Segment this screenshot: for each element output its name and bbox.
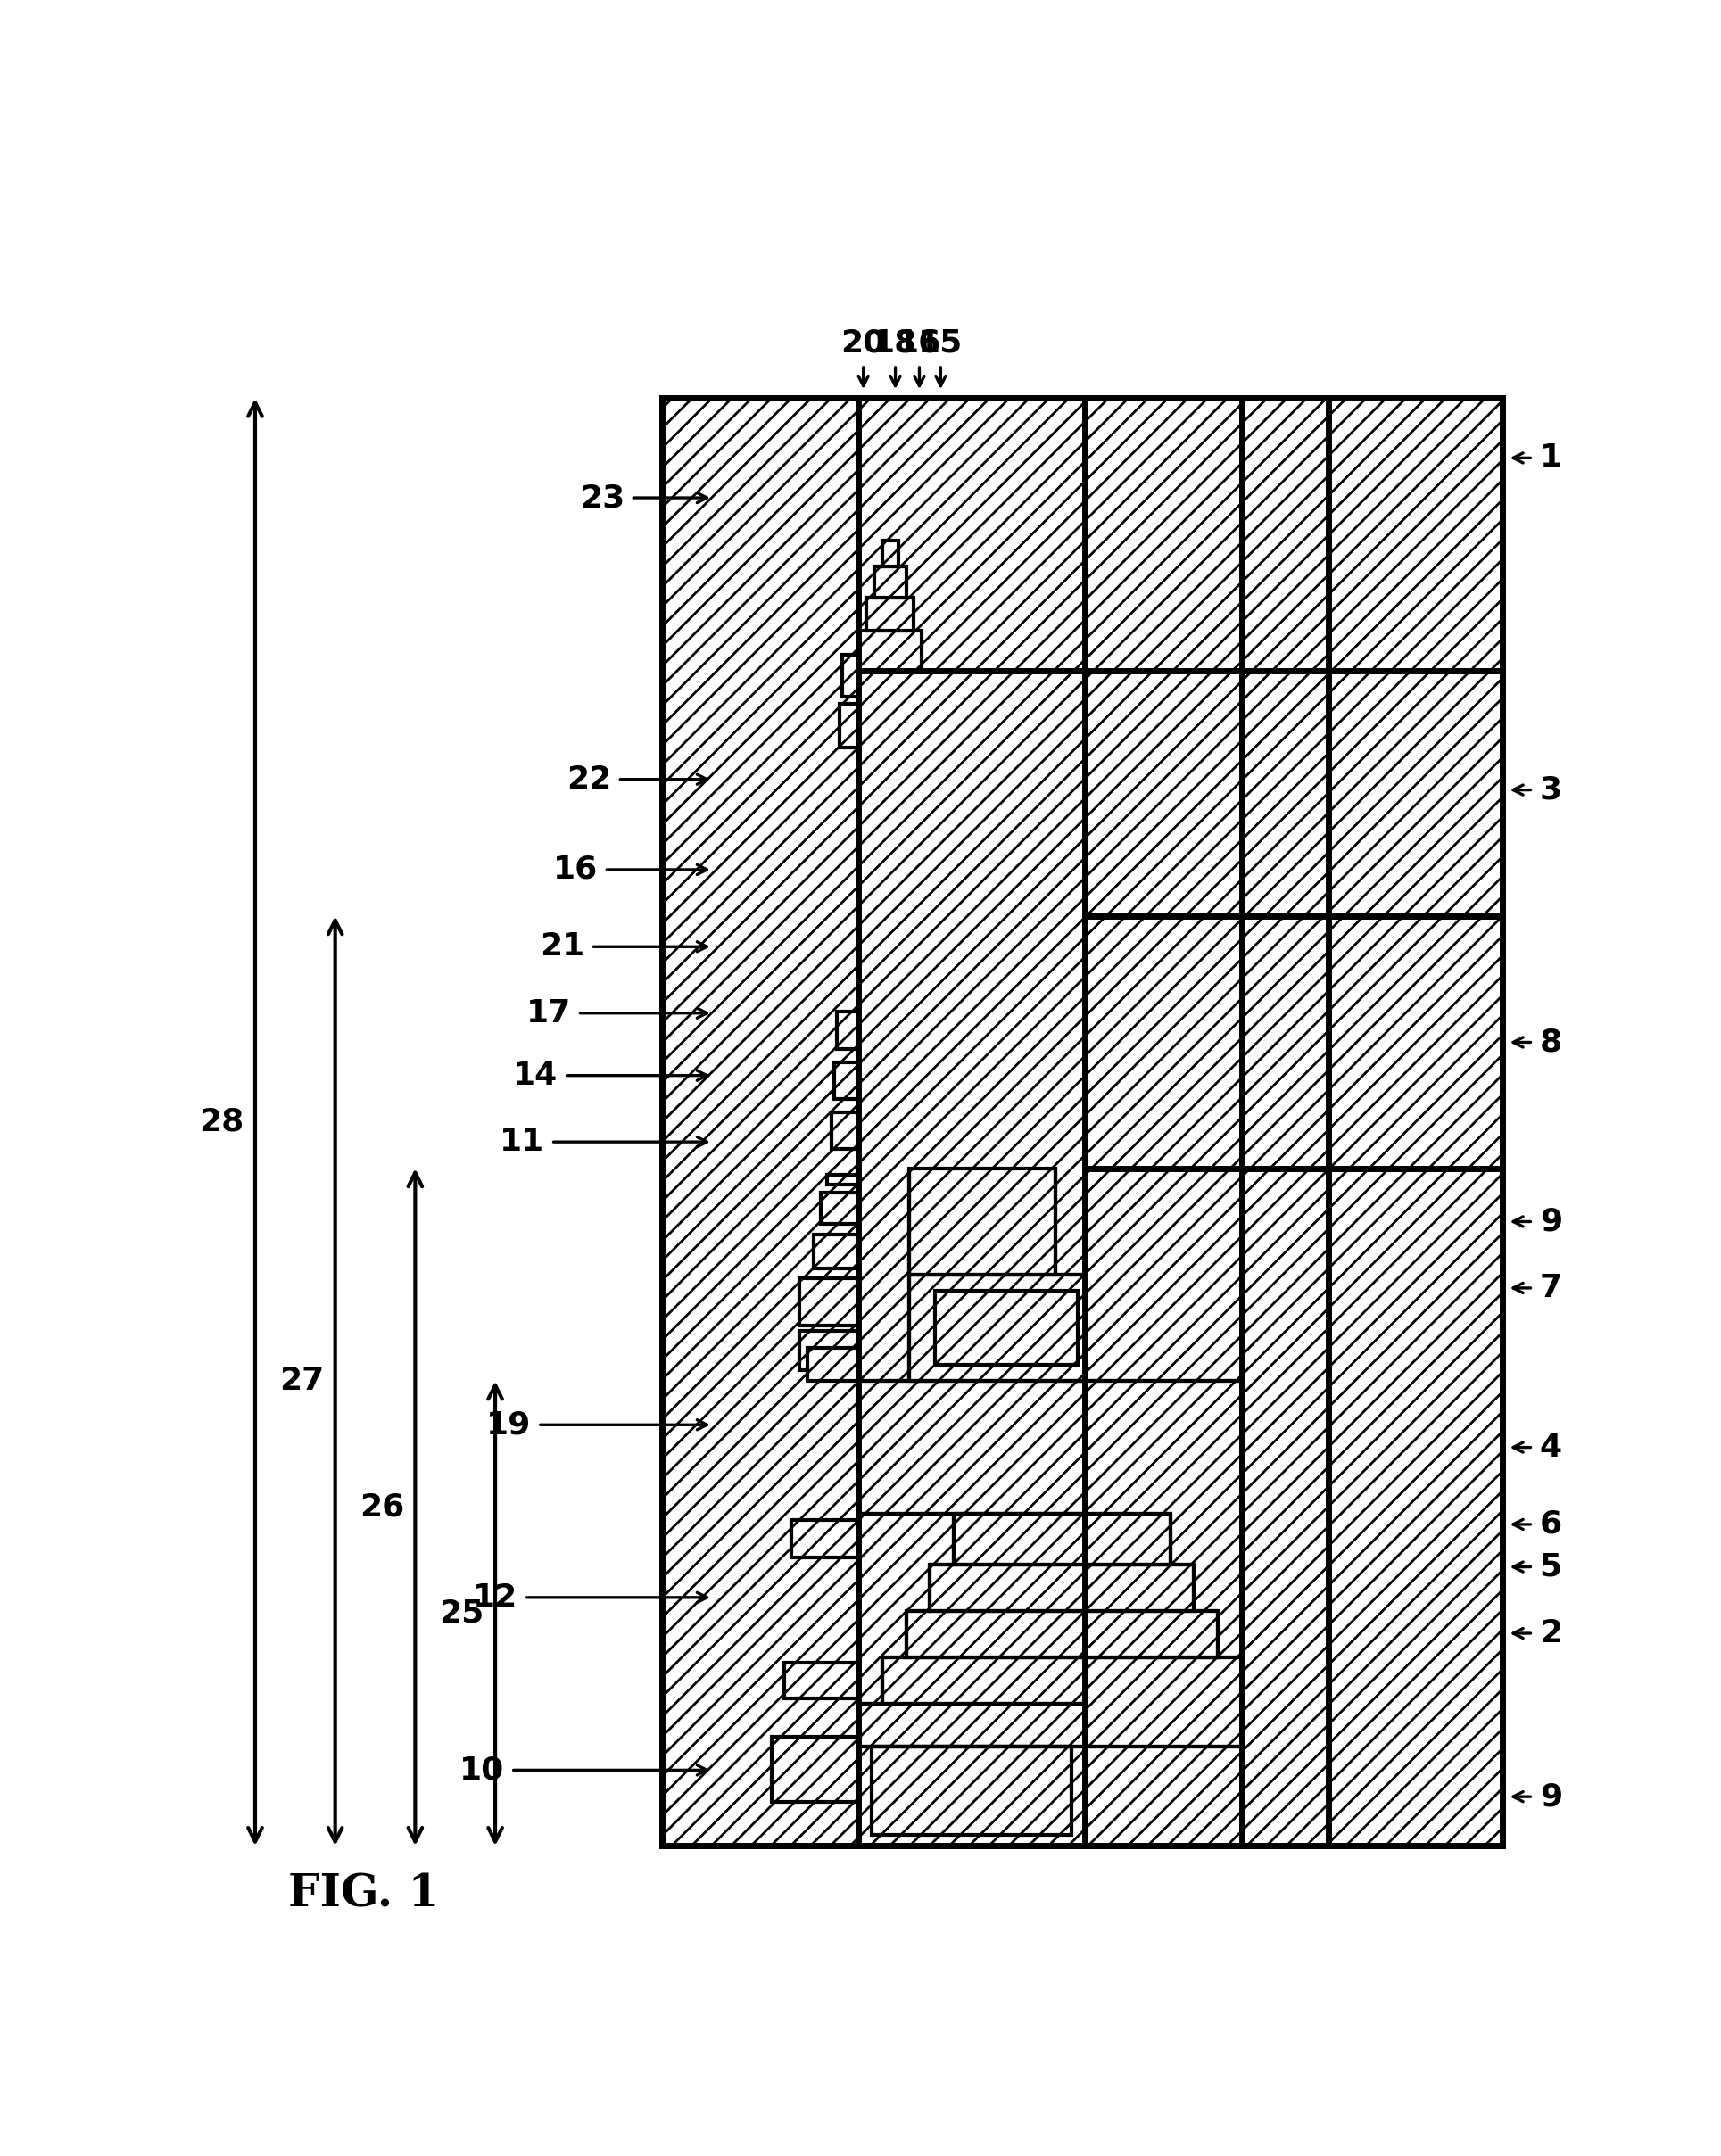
Bar [936, 1291, 1077, 1365]
Bar [792, 1520, 859, 1557]
Text: 12: 12 [473, 1583, 518, 1613]
Text: 23: 23 [580, 483, 625, 513]
Bar [859, 630, 922, 671]
Bar [807, 1348, 859, 1382]
Bar [835, 1063, 859, 1100]
Text: 22: 22 [566, 763, 611, 796]
Bar [831, 1112, 859, 1149]
Bar [953, 1514, 1084, 1565]
Bar [883, 1658, 1084, 1703]
Bar [1084, 1514, 1170, 1565]
Text: 26: 26 [360, 1492, 404, 1522]
Bar [871, 1746, 1072, 1835]
Bar [883, 541, 898, 567]
Text: 11: 11 [499, 1128, 544, 1158]
Bar [1084, 1658, 1243, 1746]
Text: 4: 4 [1540, 1432, 1563, 1462]
Text: 25: 25 [439, 1598, 484, 1628]
Text: 15: 15 [919, 328, 964, 358]
Text: 19: 19 [487, 1410, 532, 1440]
Bar [1084, 1169, 1243, 1382]
Bar [842, 655, 859, 696]
Text: 18: 18 [873, 328, 917, 358]
Text: 1: 1 [1540, 442, 1563, 472]
Bar [859, 1703, 1084, 1746]
Text: 8: 8 [1540, 1026, 1563, 1056]
Bar [771, 1738, 859, 1802]
Text: 16: 16 [897, 328, 941, 358]
Bar [821, 1192, 859, 1225]
Bar [836, 1011, 859, 1050]
Bar [874, 567, 905, 597]
Bar [1084, 1565, 1194, 1611]
Text: 16: 16 [552, 854, 597, 884]
Text: 28: 28 [200, 1106, 244, 1136]
Text: 9: 9 [1540, 1207, 1563, 1238]
Bar [840, 703, 859, 748]
Text: 21: 21 [540, 931, 585, 962]
Text: 7: 7 [1540, 1272, 1563, 1302]
Text: 14: 14 [513, 1061, 558, 1091]
Bar [866, 597, 914, 630]
Bar [785, 1662, 859, 1699]
Bar [828, 1175, 859, 1184]
Bar [663, 399, 1502, 1846]
Text: 17: 17 [527, 998, 571, 1028]
Bar [929, 1565, 1084, 1611]
Bar [909, 1169, 1055, 1274]
Text: 9: 9 [1540, 1781, 1563, 1811]
Bar [905, 1611, 1084, 1658]
Text: 6: 6 [1540, 1509, 1563, 1539]
Text: 20: 20 [842, 328, 886, 358]
Text: 10: 10 [460, 1755, 504, 1785]
Text: 27: 27 [279, 1365, 324, 1397]
Bar [799, 1279, 859, 1326]
Bar [909, 1274, 1084, 1382]
Bar [1084, 1611, 1218, 1658]
Bar [859, 1382, 1084, 1514]
Bar [663, 399, 1502, 1846]
Bar [814, 1235, 859, 1268]
Text: 5: 5 [1540, 1552, 1563, 1583]
Bar [799, 1330, 859, 1371]
Text: 2: 2 [1540, 1619, 1563, 1649]
Text: FIG. 1: FIG. 1 [289, 1874, 439, 1917]
Text: 3: 3 [1540, 774, 1563, 804]
